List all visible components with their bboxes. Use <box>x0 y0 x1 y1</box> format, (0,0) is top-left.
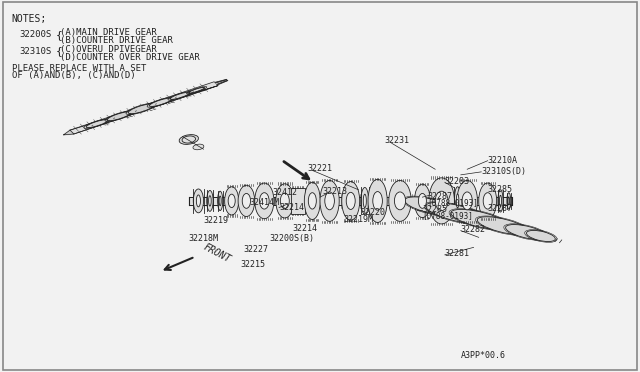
Text: 32231: 32231 <box>384 136 409 145</box>
Ellipse shape <box>507 193 511 209</box>
Ellipse shape <box>225 187 239 215</box>
Ellipse shape <box>219 196 221 206</box>
Text: 32310S(D): 32310S(D) <box>481 167 526 176</box>
Ellipse shape <box>479 183 497 219</box>
Ellipse shape <box>179 135 198 144</box>
Ellipse shape <box>86 120 108 128</box>
Ellipse shape <box>182 136 196 143</box>
Text: 32200S(B): 32200S(B) <box>269 234 314 243</box>
Ellipse shape <box>483 193 492 209</box>
Ellipse shape <box>342 182 360 220</box>
Text: 32287: 32287 <box>488 204 513 213</box>
Ellipse shape <box>189 87 204 93</box>
Ellipse shape <box>361 187 369 214</box>
Text: (D)COUNTER OVER DRIVE GEAR: (D)COUNTER OVER DRIVE GEAR <box>60 53 199 62</box>
Ellipse shape <box>426 202 488 224</box>
Ellipse shape <box>170 92 190 99</box>
Text: 32210A: 32210A <box>488 156 518 165</box>
Text: OF (A)AND(B), (C)AND(D): OF (A)AND(B), (C)AND(D) <box>12 71 135 80</box>
Text: (C)OVERU DPIVEGEAR: (C)OVERU DPIVEGEAR <box>60 45 156 54</box>
Ellipse shape <box>394 192 406 210</box>
Polygon shape <box>189 197 512 205</box>
Text: {: { <box>56 46 63 56</box>
Ellipse shape <box>457 180 477 221</box>
Text: 32282: 32282 <box>461 225 486 234</box>
Text: 32200S: 32200S <box>19 30 51 39</box>
Text: 32283: 32283 <box>445 177 470 186</box>
Ellipse shape <box>456 194 459 208</box>
Ellipse shape <box>207 190 213 211</box>
Ellipse shape <box>462 192 472 210</box>
Polygon shape <box>70 82 218 134</box>
Ellipse shape <box>218 191 223 211</box>
Text: FRONT: FRONT <box>202 243 232 265</box>
Ellipse shape <box>506 225 547 240</box>
Text: (B)COUNTER DRIVE GEAR: (B)COUNTER DRIVE GEAR <box>60 36 172 45</box>
Ellipse shape <box>435 191 448 211</box>
Ellipse shape <box>368 179 387 222</box>
Ellipse shape <box>255 183 274 219</box>
Text: 32412: 32412 <box>272 188 297 197</box>
Ellipse shape <box>419 193 426 208</box>
Text: 32213: 32213 <box>323 187 348 196</box>
Text: 32285: 32285 <box>422 205 447 214</box>
Ellipse shape <box>260 193 269 209</box>
Ellipse shape <box>276 184 294 218</box>
Ellipse shape <box>498 190 503 212</box>
Ellipse shape <box>196 195 200 207</box>
Ellipse shape <box>149 98 172 106</box>
Text: PLEASE REPLACE WITH A SET: PLEASE REPLACE WITH A SET <box>12 64 146 73</box>
Text: 32285: 32285 <box>488 185 513 194</box>
Text: 32227: 32227 <box>244 245 269 254</box>
Text: {: { <box>56 30 63 40</box>
Ellipse shape <box>364 194 366 208</box>
Ellipse shape <box>415 184 431 218</box>
Text: 32219: 32219 <box>204 216 228 225</box>
Text: 32221: 32221 <box>307 164 332 173</box>
Polygon shape <box>408 198 552 241</box>
Ellipse shape <box>499 195 502 206</box>
Ellipse shape <box>451 209 509 230</box>
Ellipse shape <box>108 112 131 121</box>
Ellipse shape <box>404 197 457 215</box>
Text: A3PP*00.6: A3PP*00.6 <box>461 351 506 360</box>
Text: [0788-0193]: [0788-0193] <box>428 198 478 207</box>
Text: 32220: 32220 <box>360 208 385 217</box>
Text: 32414M: 32414M <box>250 198 280 207</box>
Ellipse shape <box>454 187 461 215</box>
Ellipse shape <box>305 182 321 219</box>
Ellipse shape <box>243 193 251 208</box>
Text: [0788-0193]: [0788-0193] <box>422 211 473 220</box>
Ellipse shape <box>193 189 204 213</box>
Text: 32219M: 32219M <box>344 215 374 224</box>
Ellipse shape <box>346 192 355 209</box>
Text: 32215: 32215 <box>241 260 266 269</box>
Ellipse shape <box>372 192 383 210</box>
Ellipse shape <box>320 180 339 221</box>
Ellipse shape <box>389 180 412 221</box>
Text: 32214: 32214 <box>279 203 304 212</box>
Ellipse shape <box>228 194 236 208</box>
Ellipse shape <box>308 193 316 209</box>
Polygon shape <box>403 198 412 203</box>
Polygon shape <box>63 130 74 135</box>
Ellipse shape <box>477 217 529 235</box>
Ellipse shape <box>193 144 204 150</box>
Ellipse shape <box>508 197 509 205</box>
Ellipse shape <box>128 104 154 114</box>
Ellipse shape <box>238 185 255 217</box>
Ellipse shape <box>324 192 335 210</box>
Text: 32310S: 32310S <box>19 46 51 55</box>
Ellipse shape <box>527 230 556 241</box>
Ellipse shape <box>280 193 289 209</box>
Bar <box>291 188 305 214</box>
Text: (A)MAIN DRIVE GEAR: (A)MAIN DRIVE GEAR <box>60 28 156 37</box>
Text: NOTES;: NOTES; <box>12 14 47 24</box>
Ellipse shape <box>209 196 211 206</box>
Text: 32281: 32281 <box>445 249 470 258</box>
Text: 32287: 32287 <box>428 192 452 201</box>
Text: 32218M: 32218M <box>189 234 219 243</box>
Ellipse shape <box>429 178 454 224</box>
Text: 32214: 32214 <box>292 224 317 233</box>
